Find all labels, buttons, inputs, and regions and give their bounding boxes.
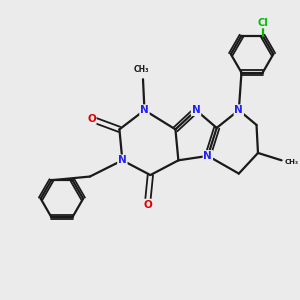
Text: N: N <box>192 105 200 115</box>
Text: N: N <box>140 105 149 115</box>
Text: Cl: Cl <box>257 17 268 28</box>
Text: N: N <box>118 155 127 165</box>
Text: O: O <box>87 114 96 124</box>
Text: N: N <box>203 151 212 161</box>
Text: CH₃: CH₃ <box>284 159 298 165</box>
Text: N: N <box>234 105 243 115</box>
Text: CH₃: CH₃ <box>134 65 149 74</box>
Text: O: O <box>143 200 152 209</box>
